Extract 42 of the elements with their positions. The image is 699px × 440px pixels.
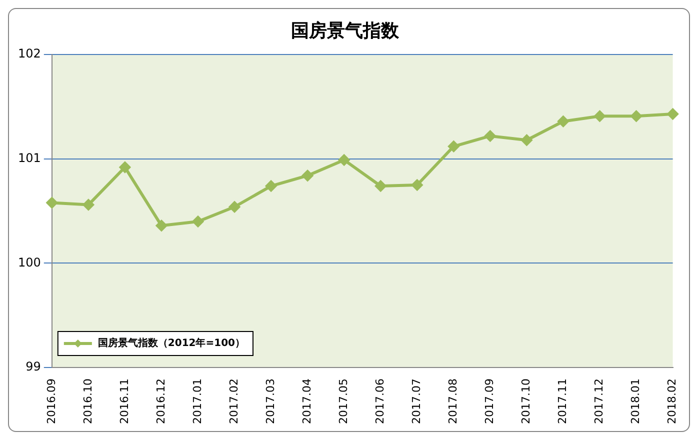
x-tick-label: 2017.07 (410, 378, 423, 424)
point (82, 199, 94, 210)
point (521, 134, 532, 146)
x-tick-label: 2017.09 (483, 378, 496, 424)
point (156, 220, 167, 232)
point (338, 154, 350, 166)
y-tick-label: 101 (18, 151, 41, 166)
x-tick-label: 2017.02 (227, 378, 240, 424)
point (594, 110, 606, 122)
x-tick-label: 2017.08 (446, 378, 460, 424)
x-tick-label: 2017.11 (556, 378, 570, 424)
x-tick-label: 2017.10 (520, 378, 533, 424)
point (46, 197, 58, 208)
x-tick-label: 2017.03 (264, 378, 277, 424)
x-tick-label: 2017.12 (592, 378, 606, 424)
x-tick-label: 2017.04 (300, 378, 314, 424)
point (119, 162, 130, 173)
x-tick-label: 2017.06 (373, 378, 386, 424)
x-tick-label: 2016.09 (44, 378, 58, 424)
point (558, 116, 569, 127)
x-tick-label: 2016.10 (81, 378, 94, 424)
chart-title: 国房景气指数 (291, 20, 400, 42)
point (630, 110, 642, 122)
x-tick-label: 2016.11 (118, 378, 131, 424)
point (375, 180, 386, 192)
point (667, 108, 678, 120)
x-tick-label: 2018.01 (629, 378, 642, 424)
x-tick-label: 2018.02 (666, 378, 679, 424)
y-tick-label: 102 (18, 46, 41, 61)
point (192, 216, 204, 227)
y-tick-label: 100 (18, 255, 41, 270)
point (229, 201, 240, 212)
x-tick-label: 2017.01 (190, 378, 204, 424)
point (448, 140, 460, 152)
y-tick-label: 99 (26, 360, 41, 374)
x-tick-label: 2016.12 (154, 378, 168, 424)
point (484, 130, 496, 142)
legend-label: 国房景气指数（2012年=100） (98, 337, 245, 350)
point (412, 179, 423, 190)
point (266, 180, 277, 192)
point (302, 170, 314, 182)
x-tick-label: 2017.05 (336, 378, 350, 424)
